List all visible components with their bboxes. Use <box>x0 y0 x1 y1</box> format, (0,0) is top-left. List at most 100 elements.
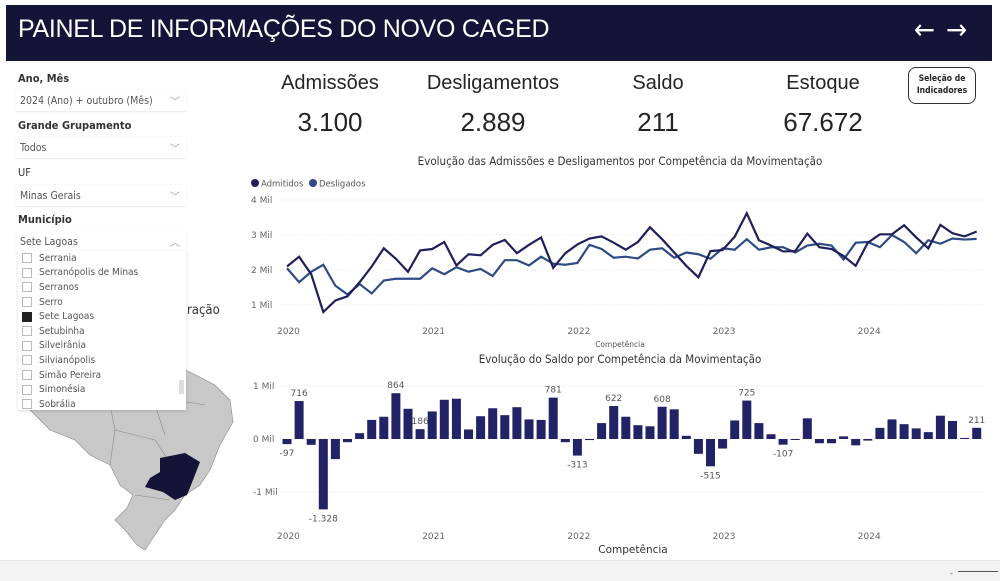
filter-label-ano-mes: Ano, Mês <box>18 72 70 85</box>
x-axis-title: Competência <box>595 340 645 349</box>
bar <box>488 408 498 439</box>
list-item-label: Serrania <box>39 252 77 264</box>
data-label: -515 <box>700 471 720 481</box>
kpi-desligamentos: Desligamentos 2.889 <box>413 72 573 138</box>
data-label: -1.328 <box>309 514 338 524</box>
checkbox[interactable] <box>22 384 32 395</box>
bar <box>548 397 558 439</box>
line-chart-title: Evolução das Admissões e Desligamentos p… <box>417 154 823 168</box>
checkbox[interactable] <box>22 282 32 293</box>
checkbox[interactable] <box>22 253 32 264</box>
list-item[interactable]: Sobrália <box>18 397 186 410</box>
list-item-label: Serranópolis de Minas <box>39 267 139 279</box>
x-tick-label: 2021 <box>422 532 445 542</box>
y-tick-label: -1 Mil <box>253 488 278 498</box>
list-item[interactable]: Setubinha <box>18 324 186 339</box>
checkbox[interactable] <box>22 355 32 366</box>
list-item[interactable]: Serranos <box>18 280 186 295</box>
bar <box>439 399 449 439</box>
filter-grande-grupamento-dropdown[interactable]: Todos ﹀ <box>16 137 186 159</box>
list-item[interactable]: Serrania <box>18 251 186 266</box>
data-label: -107 <box>773 450 793 460</box>
bar <box>536 419 546 439</box>
back-arrow-icon[interactable]: ← <box>914 13 936 46</box>
list-item-label: Silvianópolis <box>39 354 96 366</box>
checkbox[interactable] <box>22 326 32 337</box>
list-item[interactable]: Silveirânia <box>18 339 186 354</box>
bar <box>766 434 776 439</box>
kpi-value: 3.100 <box>297 107 363 137</box>
bar <box>403 408 413 439</box>
list-item[interactable]: Silvianópolis <box>18 353 186 368</box>
checkbox[interactable] <box>22 267 32 278</box>
line-chart[interactable]: 1 Mil 2 Mil 3 Mil 4 Mil 2020 2021 2022 2023 2024… <box>245 172 995 352</box>
list-item[interactable]: Sete Lagoas <box>18 309 186 324</box>
checkbox[interactable] <box>22 399 32 410</box>
data-label: 725 <box>738 389 755 399</box>
list-item[interactable]: Simonésia <box>18 382 186 397</box>
list-item-label: Sobrália <box>39 398 76 410</box>
chevron-down-icon: ﹀ <box>170 144 180 155</box>
chevron-down-icon: ﹀ <box>170 97 180 108</box>
bar <box>476 416 486 439</box>
filter-ano-mes-dropdown[interactable]: 2024 (Ano) + outubro (Mês) ﹀ <box>16 90 186 112</box>
bar-chart[interactable]: -1 Mil 0 Mil 1 Mil -97 716 -1.328 864 186 781 -31… <box>245 370 995 560</box>
forward-arrow-icon[interactable]: → <box>946 13 968 46</box>
list-item-label: Simão Pereira <box>39 369 102 381</box>
list-item-label: Simonésia <box>39 384 86 396</box>
filter-municipio-dropdown[interactable]: Sete Lagoas ︿ <box>16 231 186 253</box>
bar <box>355 433 365 439</box>
x-tick-label: 2024 <box>858 327 881 337</box>
bar <box>391 393 401 439</box>
y-tick-label: 4 Mil <box>251 196 272 206</box>
bar <box>693 439 703 454</box>
x-tick-label: 2020 <box>277 532 300 542</box>
chevron-up-icon: ︿ <box>170 238 180 249</box>
data-label: 716 <box>291 389 308 399</box>
kpi-value: 2.889 <box>460 107 526 137</box>
list-item-label: Sete Lagoas <box>39 311 95 323</box>
map-state-minas-gerais[interactable] <box>145 453 200 500</box>
selecao-indicadores-button[interactable]: Seleção de Indicadores <box>908 67 976 104</box>
footer-bar: - <box>0 560 1000 581</box>
municipio-options-list[interactable]: Serrania Serranópolis de Minas Serranos Ser… <box>18 251 186 410</box>
filter-uf-dropdown[interactable]: Minas Gerais ﹀ <box>16 185 186 207</box>
data-label: 186 <box>412 417 429 427</box>
filter-value: Todos <box>20 142 47 154</box>
x-tick-label: 2024 <box>858 532 881 542</box>
kpi-label: Estoque <box>786 72 860 94</box>
list-item[interactable]: Serranópolis de Minas <box>18 266 186 281</box>
bar <box>306 439 316 445</box>
bar <box>585 439 594 441</box>
checkbox[interactable] <box>22 297 32 308</box>
bar <box>911 428 921 439</box>
list-item-label: Silveirânia <box>39 340 86 352</box>
bar <box>572 439 582 456</box>
zoom-slider[interactable] <box>958 571 998 572</box>
bar <box>814 439 824 444</box>
bar <box>669 409 679 439</box>
data-label: 211 <box>968 416 985 426</box>
kpi-label: Admissões <box>281 72 379 94</box>
y-tick-label: 2 Mil <box>251 266 272 276</box>
bar <box>899 424 909 439</box>
checkbox[interactable] <box>22 311 32 322</box>
filter-label-uf: UF <box>18 166 31 179</box>
bar <box>802 418 812 439</box>
zoom-out-icon[interactable]: - <box>950 569 953 579</box>
list-scrollbar[interactable] <box>179 380 184 394</box>
bar <box>851 439 861 446</box>
page-title: PAINEL DE INFORMAÇÕES DO NOVO CAGED <box>18 15 550 43</box>
bar <box>597 423 607 439</box>
list-item[interactable]: Serro <box>18 295 186 310</box>
y-tick-label: 1 Mil <box>253 382 274 392</box>
data-label: -97 <box>280 449 295 459</box>
checkbox[interactable] <box>22 340 32 351</box>
bar <box>645 426 655 439</box>
legend-label: Desligados <box>319 180 366 190</box>
checkbox[interactable] <box>22 370 32 381</box>
data-label: -313 <box>567 461 587 471</box>
bar <box>718 439 728 449</box>
bar <box>318 439 328 510</box>
list-item[interactable]: Simão Pereira <box>18 368 186 383</box>
